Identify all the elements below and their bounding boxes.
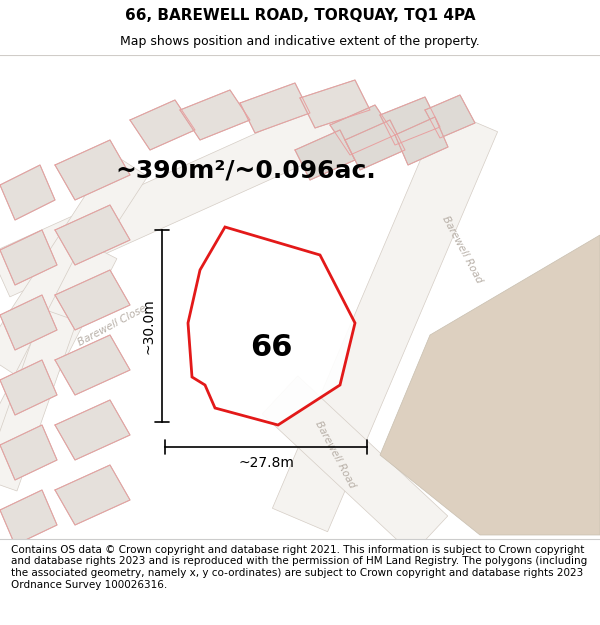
Text: Barewell Close: Barewell Close: [76, 302, 148, 348]
Polygon shape: [55, 400, 130, 460]
Polygon shape: [55, 205, 130, 265]
Polygon shape: [130, 100, 195, 150]
Polygon shape: [240, 83, 310, 133]
Text: Barewell Road: Barewell Road: [313, 420, 357, 490]
Polygon shape: [262, 376, 448, 554]
Polygon shape: [55, 140, 130, 200]
Polygon shape: [0, 309, 77, 491]
Polygon shape: [0, 165, 55, 220]
Text: Map shows position and indicative extent of the property.: Map shows position and indicative extent…: [120, 35, 480, 48]
Polygon shape: [0, 295, 57, 350]
Polygon shape: [180, 90, 250, 140]
Polygon shape: [295, 130, 355, 180]
Polygon shape: [0, 241, 117, 454]
Polygon shape: [55, 335, 130, 395]
Text: Contains OS data © Crown copyright and database right 2021. This information is : Contains OS data © Crown copyright and d…: [11, 545, 587, 589]
Polygon shape: [55, 270, 130, 330]
Polygon shape: [272, 108, 497, 532]
Polygon shape: [0, 425, 57, 480]
Polygon shape: [330, 105, 395, 155]
Polygon shape: [0, 230, 57, 285]
Polygon shape: [0, 93, 365, 297]
Polygon shape: [345, 120, 405, 170]
Polygon shape: [0, 154, 148, 376]
Text: Barewell Road: Barewell Road: [440, 215, 484, 285]
Polygon shape: [380, 235, 600, 535]
Polygon shape: [0, 490, 57, 545]
Text: ~27.8m: ~27.8m: [238, 456, 294, 470]
Text: 66, BAREWELL ROAD, TORQUAY, TQ1 4PA: 66, BAREWELL ROAD, TORQUAY, TQ1 4PA: [125, 8, 475, 23]
Polygon shape: [55, 465, 130, 525]
Text: ~30.0m: ~30.0m: [141, 298, 155, 354]
Polygon shape: [395, 117, 448, 165]
Polygon shape: [0, 360, 57, 415]
Polygon shape: [188, 227, 355, 425]
Text: ~390m²/~0.096ac.: ~390m²/~0.096ac.: [115, 158, 376, 182]
Text: 66: 66: [251, 333, 293, 362]
Polygon shape: [425, 95, 475, 138]
Polygon shape: [300, 80, 370, 128]
Polygon shape: [380, 97, 440, 145]
